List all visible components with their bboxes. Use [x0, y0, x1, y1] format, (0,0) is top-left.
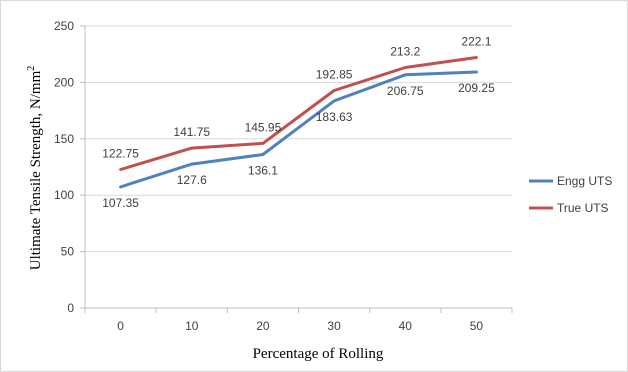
engg-uts-data-label: 209.25	[458, 81, 495, 95]
series-lines	[121, 58, 477, 187]
y-tick-label: 200	[54, 75, 74, 89]
x-tick-label: 30	[327, 319, 341, 333]
engg-uts-data-label: 183.63	[316, 110, 353, 124]
engg-uts-data-label: 136.1	[248, 163, 278, 177]
y-tick-label: 0	[67, 301, 74, 315]
y-tick-label: 50	[61, 245, 75, 259]
y-axis-title-superscript: 2	[26, 66, 37, 71]
x-tick-label: 10	[185, 319, 199, 333]
y-tick-label: 150	[54, 132, 74, 146]
y-tick-label: 100	[54, 188, 74, 202]
true-uts-data-label: 192.85	[316, 67, 353, 81]
y-axis-title-main: Ultimate Tensile Strength, N/mm	[28, 70, 44, 270]
x-tick-label: 20	[256, 319, 270, 333]
x-axis-title: Percentage of Rolling	[253, 346, 384, 362]
true-uts-data-label: 141.75	[173, 125, 210, 139]
legend-label: True UTS	[557, 201, 609, 215]
data-labels: 107.35 127.6 136.1 183.63 206.75 209.25 122.75…	[102, 34, 495, 209]
axes	[80, 26, 512, 313]
x-tick-label: 50	[470, 319, 484, 333]
legend-label: Engg UTS	[557, 174, 612, 188]
gridlines	[85, 26, 512, 252]
true-uts-data-label: 122.75	[102, 147, 139, 161]
x-tick-label: 40	[399, 319, 413, 333]
x-tick-label: 0	[117, 319, 124, 333]
legend: Engg UTS True UTS	[529, 174, 612, 215]
engg-uts-data-label: 127.6	[177, 173, 207, 187]
true-uts-data-label: 213.2	[390, 45, 420, 59]
engg-uts-data-label: 107.35	[102, 196, 139, 210]
y-tick-label: 250	[54, 19, 74, 33]
engg-uts-data-label: 206.75	[387, 84, 424, 98]
y-tick-labels: 0 50 100 150 200 250	[54, 19, 74, 315]
true-uts-data-label: 145.95	[245, 120, 282, 134]
y-axis-title: Ultimate Tensile Strength, N/mm2	[26, 66, 44, 270]
x-tick-labels: 0 10 20 30 40 50	[117, 319, 483, 333]
true-uts-data-label: 222.1	[461, 34, 491, 48]
